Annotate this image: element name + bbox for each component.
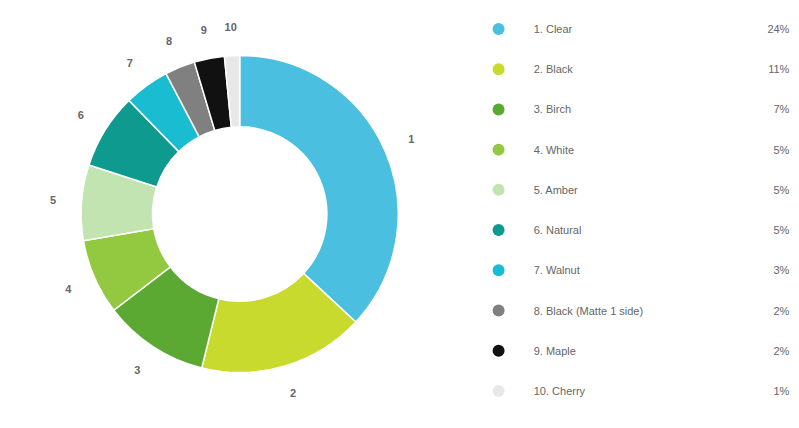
legend-label: 10. Cherry bbox=[534, 385, 586, 397]
legend-marker bbox=[493, 103, 505, 115]
wedge-label: 8 bbox=[166, 35, 172, 47]
wedge-label: 2 bbox=[290, 387, 296, 399]
wedge bbox=[240, 55, 399, 321]
legend-label: 2. Black bbox=[534, 63, 574, 75]
legend-value: 5% bbox=[774, 144, 790, 156]
wedge-label: 3 bbox=[134, 364, 140, 376]
legend-value: 7% bbox=[774, 103, 790, 115]
legend-value: 2% bbox=[774, 305, 790, 317]
legend-value: 2% bbox=[774, 345, 790, 357]
wedge-label: 10 bbox=[225, 21, 237, 33]
legend-label: 3. Birch bbox=[534, 103, 571, 115]
legend-value: 3% bbox=[774, 264, 790, 276]
legend-marker bbox=[493, 184, 505, 196]
wedges bbox=[81, 55, 398, 372]
legend-marker bbox=[493, 23, 505, 35]
legend-marker bbox=[493, 144, 505, 156]
legend-label: 1. Clear bbox=[534, 23, 573, 35]
chart: 1 2 3 4 5 6 7 8 9 10 1. Clear 24% 2. Black 11% 3. Birc… bbox=[0, 0, 799, 428]
legend-value: 1% bbox=[774, 385, 790, 397]
legend-value: 5% bbox=[774, 184, 790, 196]
legend-value: 24% bbox=[767, 23, 789, 35]
legend-value: 5% bbox=[774, 224, 790, 236]
legend-marker bbox=[493, 264, 505, 276]
legend-label: 4. White bbox=[534, 144, 574, 156]
legend: 1. Clear 24% 2. Black 11% 3. Birch 7% 4. White… bbox=[493, 23, 790, 397]
legend-marker bbox=[493, 63, 505, 75]
legend-label: 5. Amber bbox=[534, 184, 578, 196]
legend-label: 9. Maple bbox=[534, 345, 576, 357]
wedge-label: 7 bbox=[127, 57, 133, 69]
legend-marker bbox=[493, 345, 505, 357]
wedge bbox=[202, 273, 356, 372]
wedge-label: 5 bbox=[50, 194, 56, 206]
legend-value: 11% bbox=[768, 63, 789, 75]
legend-marker bbox=[493, 224, 505, 236]
legend-label: 8. Black (Matte 1 side) bbox=[534, 305, 643, 317]
wedge-label: 1 bbox=[408, 133, 414, 145]
wedge-label: 4 bbox=[65, 283, 72, 295]
wedge bbox=[83, 229, 170, 311]
legend-label: 7. Walnut bbox=[534, 264, 580, 276]
wedge-label: 9 bbox=[201, 24, 207, 36]
legend-marker bbox=[493, 385, 505, 397]
legend-label: 6. Natural bbox=[534, 224, 582, 236]
wedge bbox=[224, 55, 239, 127]
wedge-labels: 1 2 3 4 5 6 7 8 9 10 bbox=[50, 21, 414, 399]
wedge-label: 6 bbox=[78, 109, 84, 121]
legend-marker bbox=[493, 305, 505, 317]
